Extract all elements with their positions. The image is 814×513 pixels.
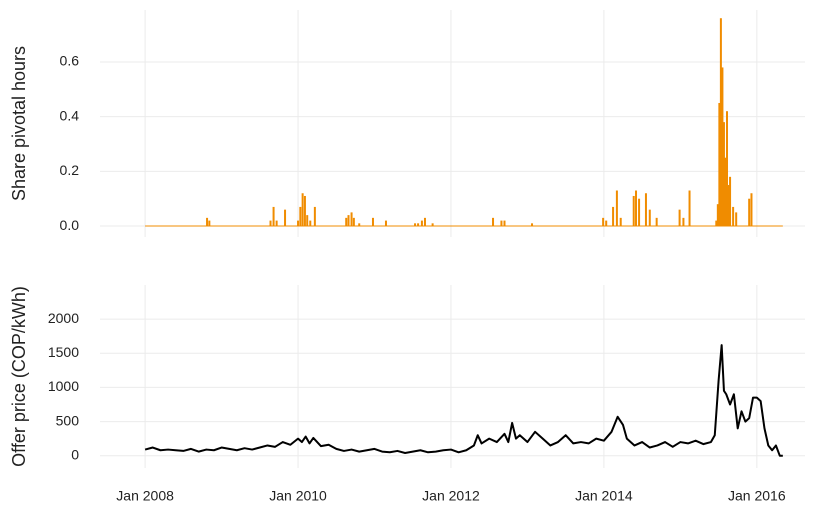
- y-tick-label: 0.2: [60, 162, 80, 178]
- bar: [350, 212, 353, 227]
- bar: [716, 204, 719, 227]
- bar: [688, 190, 691, 227]
- bar: [358, 223, 361, 227]
- y-tick-label: 1000: [48, 378, 79, 394]
- y-tick-label: 2000: [48, 310, 79, 326]
- x-tick-label: Jan 2016: [728, 488, 786, 504]
- bar: [729, 176, 732, 227]
- bar: [371, 217, 374, 227]
- bar: [417, 223, 420, 227]
- bar: [682, 217, 685, 227]
- bar: [299, 206, 302, 227]
- bar: [748, 198, 751, 227]
- bar: [275, 220, 278, 227]
- bar: [605, 220, 608, 227]
- bar: [635, 190, 638, 227]
- bar: [715, 220, 718, 227]
- bar: [619, 217, 622, 227]
- bar: [750, 193, 753, 227]
- y-tick-label: 0.6: [60, 53, 80, 69]
- bar: [722, 122, 725, 227]
- bar: [718, 102, 721, 227]
- bar: [726, 111, 729, 227]
- bar: [420, 220, 423, 227]
- bar: [284, 209, 287, 227]
- bar: [638, 198, 641, 227]
- bar: [313, 206, 316, 227]
- bar: [208, 220, 211, 227]
- bar: [269, 220, 272, 227]
- bar: [615, 190, 618, 227]
- bar: [492, 217, 495, 227]
- bar: [306, 215, 309, 227]
- bar: [719, 18, 722, 227]
- bar: [503, 220, 506, 227]
- bar: [648, 209, 651, 227]
- x-tick-label: Jan 2008: [116, 488, 174, 504]
- bar: [423, 217, 426, 227]
- bar: [612, 206, 615, 227]
- bar: [724, 157, 727, 227]
- bar: [727, 185, 730, 227]
- bar: [297, 220, 300, 227]
- bar: [431, 223, 434, 227]
- y-tick-label: 0.4: [60, 107, 80, 123]
- bar: [414, 223, 417, 227]
- bar: [531, 223, 534, 227]
- y-axis-title: Share pivotal hours: [9, 46, 29, 201]
- y-tick-label: 500: [56, 412, 80, 428]
- bar: [272, 206, 275, 227]
- y-tick-label: 1500: [48, 344, 79, 360]
- bar: [347, 215, 350, 227]
- x-tick-label: Jan 2012: [422, 488, 480, 504]
- bar: [632, 195, 635, 227]
- y-tick-label: 0: [71, 446, 79, 462]
- bar: [500, 220, 503, 227]
- y-tick-label: 0.0: [60, 217, 80, 233]
- bar: [602, 217, 605, 227]
- bar: [352, 217, 355, 227]
- bar: [301, 193, 304, 227]
- bar: [655, 217, 658, 227]
- bar: [303, 195, 306, 227]
- price-line: [144, 344, 783, 457]
- bar: [678, 209, 681, 227]
- x-tick-label: Jan 2014: [575, 488, 633, 504]
- bar: [345, 217, 348, 227]
- bar: [721, 67, 724, 227]
- bar: [735, 212, 738, 227]
- bar: [384, 220, 387, 227]
- x-tick-label: Jan 2010: [269, 488, 327, 504]
- bar: [309, 220, 312, 227]
- bar: [644, 193, 647, 227]
- bar: [206, 217, 209, 227]
- bar: [732, 206, 735, 227]
- y-axis-title: Offer price (COP/kWh): [9, 286, 29, 467]
